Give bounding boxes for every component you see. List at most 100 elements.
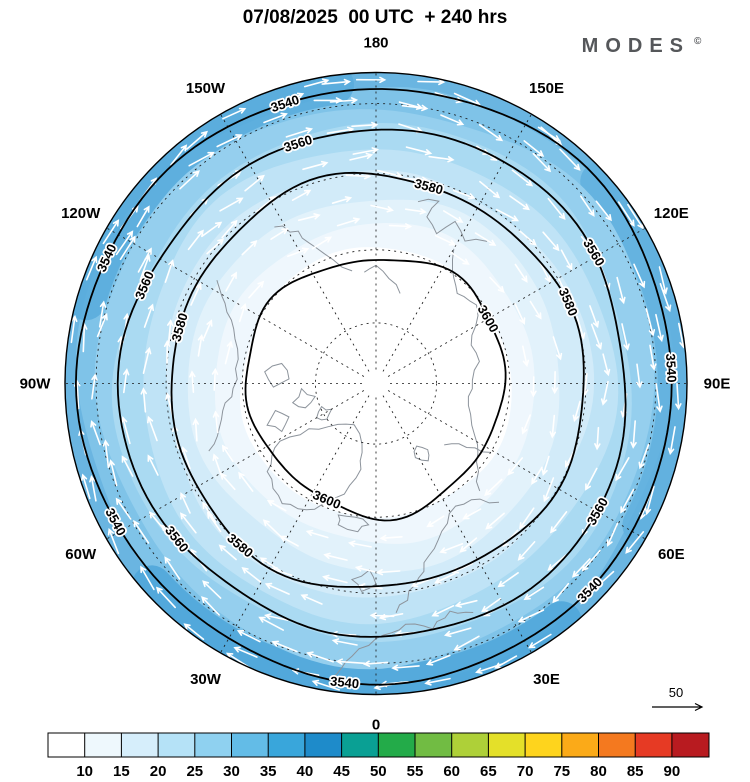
wind-arrow (270, 227, 289, 240)
okhotsk-coastline (417, 198, 488, 242)
wind-arrow (459, 537, 478, 553)
wind-arrow (667, 426, 676, 456)
wind-arrow (519, 507, 535, 530)
wind-arrow (221, 219, 238, 239)
wind-arrow (218, 544, 237, 561)
colorbar-cell (487, 732, 526, 758)
wind-arrow (186, 130, 208, 150)
wind-arrow (655, 313, 664, 343)
wind-reference-arrow (652, 702, 704, 712)
wind-arrow (362, 660, 389, 667)
page-title: 07/08/2025 00 UTC + 240 hrs (243, 7, 508, 28)
colorbar-cell (377, 732, 416, 758)
wind-arrow (474, 232, 497, 246)
wind-arrow (517, 609, 545, 623)
wind-arrow (589, 305, 599, 329)
meridian-line (220, 395, 370, 654)
wind-arrow (530, 376, 537, 398)
wind-arrow (236, 630, 261, 643)
lon-label-150E: 150E (529, 80, 564, 97)
wind-arrow (121, 416, 131, 445)
colorbar-cell (414, 732, 453, 758)
height-contour (244, 259, 507, 522)
wind-arrow (326, 126, 355, 134)
wind-arrow (148, 511, 168, 534)
wind-arrow (302, 160, 329, 171)
colorbar-tick-label: 80 (590, 763, 607, 780)
wind-arrow (522, 345, 530, 368)
wind-arrow (165, 392, 174, 416)
colorbar-tick-label: 40 (297, 763, 314, 780)
wind-arrow (401, 104, 429, 112)
colorbar: 10 15 20 25 30 35 40 45 50 55 60 65 70 75 80 85 90 (47, 732, 710, 780)
wind-arrow (107, 528, 120, 555)
wind-arrow (600, 380, 609, 406)
wind-arrow (592, 570, 615, 591)
wind-arrow (617, 201, 635, 227)
wind-arrow (440, 114, 465, 126)
wind-arrow (424, 677, 451, 686)
wind-arrow (655, 383, 663, 413)
wind-arrow (140, 565, 155, 591)
siberia-coastline (452, 248, 481, 492)
wind-arrow (352, 147, 379, 155)
wind-arrow (580, 195, 595, 217)
wind-arrow (140, 387, 147, 413)
wind-arrow (348, 540, 372, 548)
wind-arrow (259, 557, 281, 572)
lon-label-30E: 30E (533, 671, 560, 688)
lon-label-60E: 60E (658, 546, 685, 563)
iceland-coastline (337, 514, 370, 533)
wind-arrow (121, 455, 134, 477)
wind-arrow (560, 249, 573, 271)
colorbar-cell (524, 732, 563, 758)
wind-arrow (594, 426, 601, 451)
lon-label-90E: 90E (704, 376, 731, 393)
wind-arrow (638, 443, 650, 470)
wind-arrow (620, 488, 635, 514)
wind-arrow (322, 574, 348, 584)
meridian-line (387, 390, 646, 540)
wind-arrow (133, 519, 150, 544)
wind-arrow (163, 339, 171, 364)
wind-arrow (197, 334, 205, 357)
colorbar-tick-label: 50 (370, 763, 387, 780)
colorbar-tick-label: 85 (627, 763, 644, 780)
wind-arrow (370, 204, 394, 213)
wind-arrow (452, 189, 476, 200)
wind-arrow (519, 230, 537, 246)
wind-arrow (539, 261, 551, 283)
latitude-circle (241, 249, 511, 518)
wind-arrow (203, 319, 213, 339)
colorbar-cell (231, 732, 270, 758)
wind-arrow (405, 146, 433, 156)
wind-arrow (81, 473, 91, 500)
wind-arrow (115, 497, 132, 520)
wind-arrow (547, 197, 566, 221)
wind-arrow (485, 512, 505, 530)
wind-arrow (571, 558, 591, 578)
wind-arrow (164, 556, 181, 580)
wind-arrow (354, 565, 376, 573)
lon-label-180: 180 (363, 35, 388, 52)
latitude-circle (314, 322, 438, 445)
arctic-island-coastline (266, 409, 290, 433)
greenland-coastline (266, 423, 363, 511)
wind-arrow (507, 457, 523, 476)
arctic-island-coastline (264, 362, 290, 388)
wind-arrow (541, 455, 550, 477)
colorbar-tick-label: 25 (186, 763, 203, 780)
colorbar-cell (194, 732, 233, 758)
meridian-line (382, 113, 532, 372)
colorbar-cell (671, 732, 710, 758)
wind-arrow (404, 208, 427, 215)
wind-arrow (98, 300, 107, 328)
wind-arrow (602, 353, 611, 377)
wind-arrow (147, 415, 158, 442)
wind-arrow (108, 459, 118, 487)
wind-arrow (355, 76, 387, 84)
wind-arrow (278, 92, 305, 105)
wind-arrow (532, 152, 552, 173)
